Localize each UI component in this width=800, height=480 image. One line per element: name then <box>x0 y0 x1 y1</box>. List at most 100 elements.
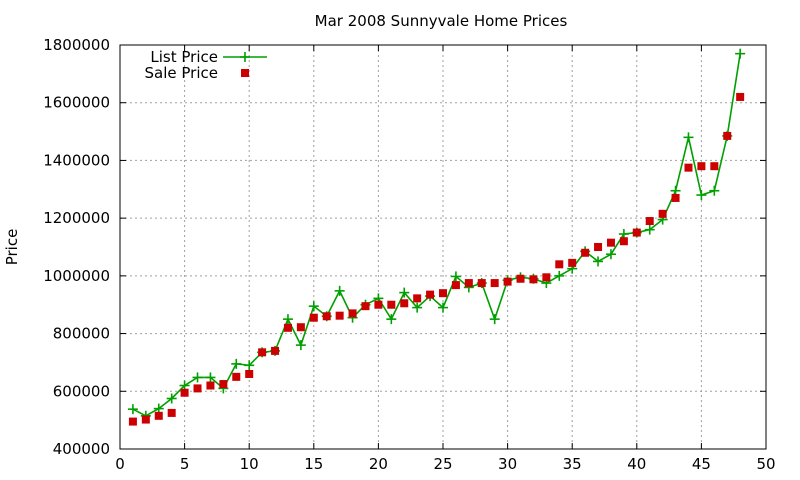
sale-price-point <box>632 228 641 237</box>
sale-price-point <box>477 279 486 288</box>
y-axis-label: Price <box>3 229 21 266</box>
sale-price-point <box>568 258 577 267</box>
sale-price-point <box>413 294 422 303</box>
list-price-point <box>334 285 345 296</box>
y-tick-label: 1800000 <box>43 36 110 54</box>
sale-price-point <box>464 279 473 288</box>
sale-price-point <box>167 408 176 417</box>
list-price-point <box>683 132 694 143</box>
y-tick-label: 1200000 <box>43 209 110 227</box>
sale-price-point <box>606 238 615 247</box>
legend-label: Sale Price <box>145 64 218 82</box>
sale-price-point <box>193 384 202 393</box>
series-layer <box>127 48 746 426</box>
sale-price-point <box>671 193 680 202</box>
sale-price-point <box>581 248 590 257</box>
list-price-point <box>412 302 423 313</box>
sale-price-point <box>374 300 383 309</box>
sale-price-point <box>309 313 318 322</box>
sale-price-point <box>684 163 693 172</box>
list-price-point <box>127 404 138 415</box>
sale-price-point <box>710 162 719 171</box>
list-price-point <box>192 372 203 383</box>
list-price-point <box>166 393 177 404</box>
sale-price-point <box>219 380 228 389</box>
sale-price-point <box>490 279 499 288</box>
y-tick-label: 800000 <box>53 325 110 343</box>
sale-price-point <box>335 311 344 320</box>
list-price-point <box>386 314 397 325</box>
x-tick-label: 20 <box>369 455 388 473</box>
list-price-point <box>205 372 216 383</box>
sale-price-point <box>503 277 512 286</box>
sale-price-point <box>322 312 331 321</box>
legend-square-marker <box>241 69 249 77</box>
x-tick-label: 15 <box>304 455 323 473</box>
chart-title: Mar 2008 Sunnyvale Home Prices <box>315 12 568 30</box>
list-price-point <box>709 185 720 196</box>
sale-price-point <box>180 388 189 397</box>
sale-price-point <box>594 243 603 251</box>
y-tick-label: 1000000 <box>43 267 110 285</box>
list-price-point <box>231 358 242 369</box>
list-price-point <box>605 249 616 260</box>
list-price-point <box>295 340 306 351</box>
sale-price-point <box>245 369 254 378</box>
x-tick-label: 30 <box>498 455 517 473</box>
series-sale-price <box>128 92 745 426</box>
x-tick-label: 35 <box>563 455 582 473</box>
sale-price-point <box>516 274 525 283</box>
sale-price-point <box>736 92 745 101</box>
sale-price-point <box>348 309 357 318</box>
sale-price-point <box>283 323 292 332</box>
sale-price-point <box>439 289 447 298</box>
legend-label: List Price <box>150 48 218 66</box>
list-price-point <box>244 360 255 371</box>
sale-price-point <box>141 415 150 424</box>
list-price-point <box>696 190 707 201</box>
y-tick-label: 600000 <box>53 382 110 400</box>
sale-price-point <box>723 131 732 140</box>
sale-price-point <box>154 411 163 420</box>
sale-price-point <box>206 381 215 390</box>
sale-price-point <box>619 237 628 246</box>
sale-price-point <box>529 275 538 284</box>
list-price-point <box>489 314 500 325</box>
list-price-point <box>450 271 461 282</box>
sale-price-point <box>426 290 435 299</box>
sale-price-point <box>542 273 551 282</box>
sale-price-point <box>232 372 241 381</box>
list-price-point <box>554 270 565 281</box>
sale-price-point <box>258 348 267 357</box>
legend-plus-marker <box>240 52 250 62</box>
axes: 0 5 10 15 20 25 30 35 40 45 50 400000 600000 800000 10… <box>43 36 775 473</box>
sale-price-point <box>387 300 396 309</box>
x-tick-label: 0 <box>115 455 125 473</box>
list-price-point <box>593 256 604 267</box>
sale-price-point <box>361 302 370 311</box>
grid <box>120 45 766 449</box>
y-tick-label: 1600000 <box>43 94 110 112</box>
sale-price-point <box>296 323 305 332</box>
sale-price-point <box>645 217 654 226</box>
sale-price-point <box>451 281 460 290</box>
list-price-point <box>438 302 448 313</box>
y-tick-label: 400000 <box>53 440 110 458</box>
sale-price-point <box>271 346 280 355</box>
sale-price-point <box>400 299 409 308</box>
list-price-point <box>308 301 319 312</box>
x-tick-label: 10 <box>240 455 259 473</box>
x-tick-label: 25 <box>433 455 452 473</box>
x-tick-label: 5 <box>180 455 190 473</box>
sale-price-point <box>128 417 137 426</box>
x-tick-label: 40 <box>627 455 646 473</box>
series-list-price <box>127 48 746 421</box>
list-price-line <box>132 53 741 417</box>
sale-price-point <box>555 260 564 269</box>
list-price-point <box>282 314 293 325</box>
x-tick-label: 50 <box>756 455 775 473</box>
list-price-point <box>644 224 655 235</box>
sale-price-point <box>658 209 667 218</box>
